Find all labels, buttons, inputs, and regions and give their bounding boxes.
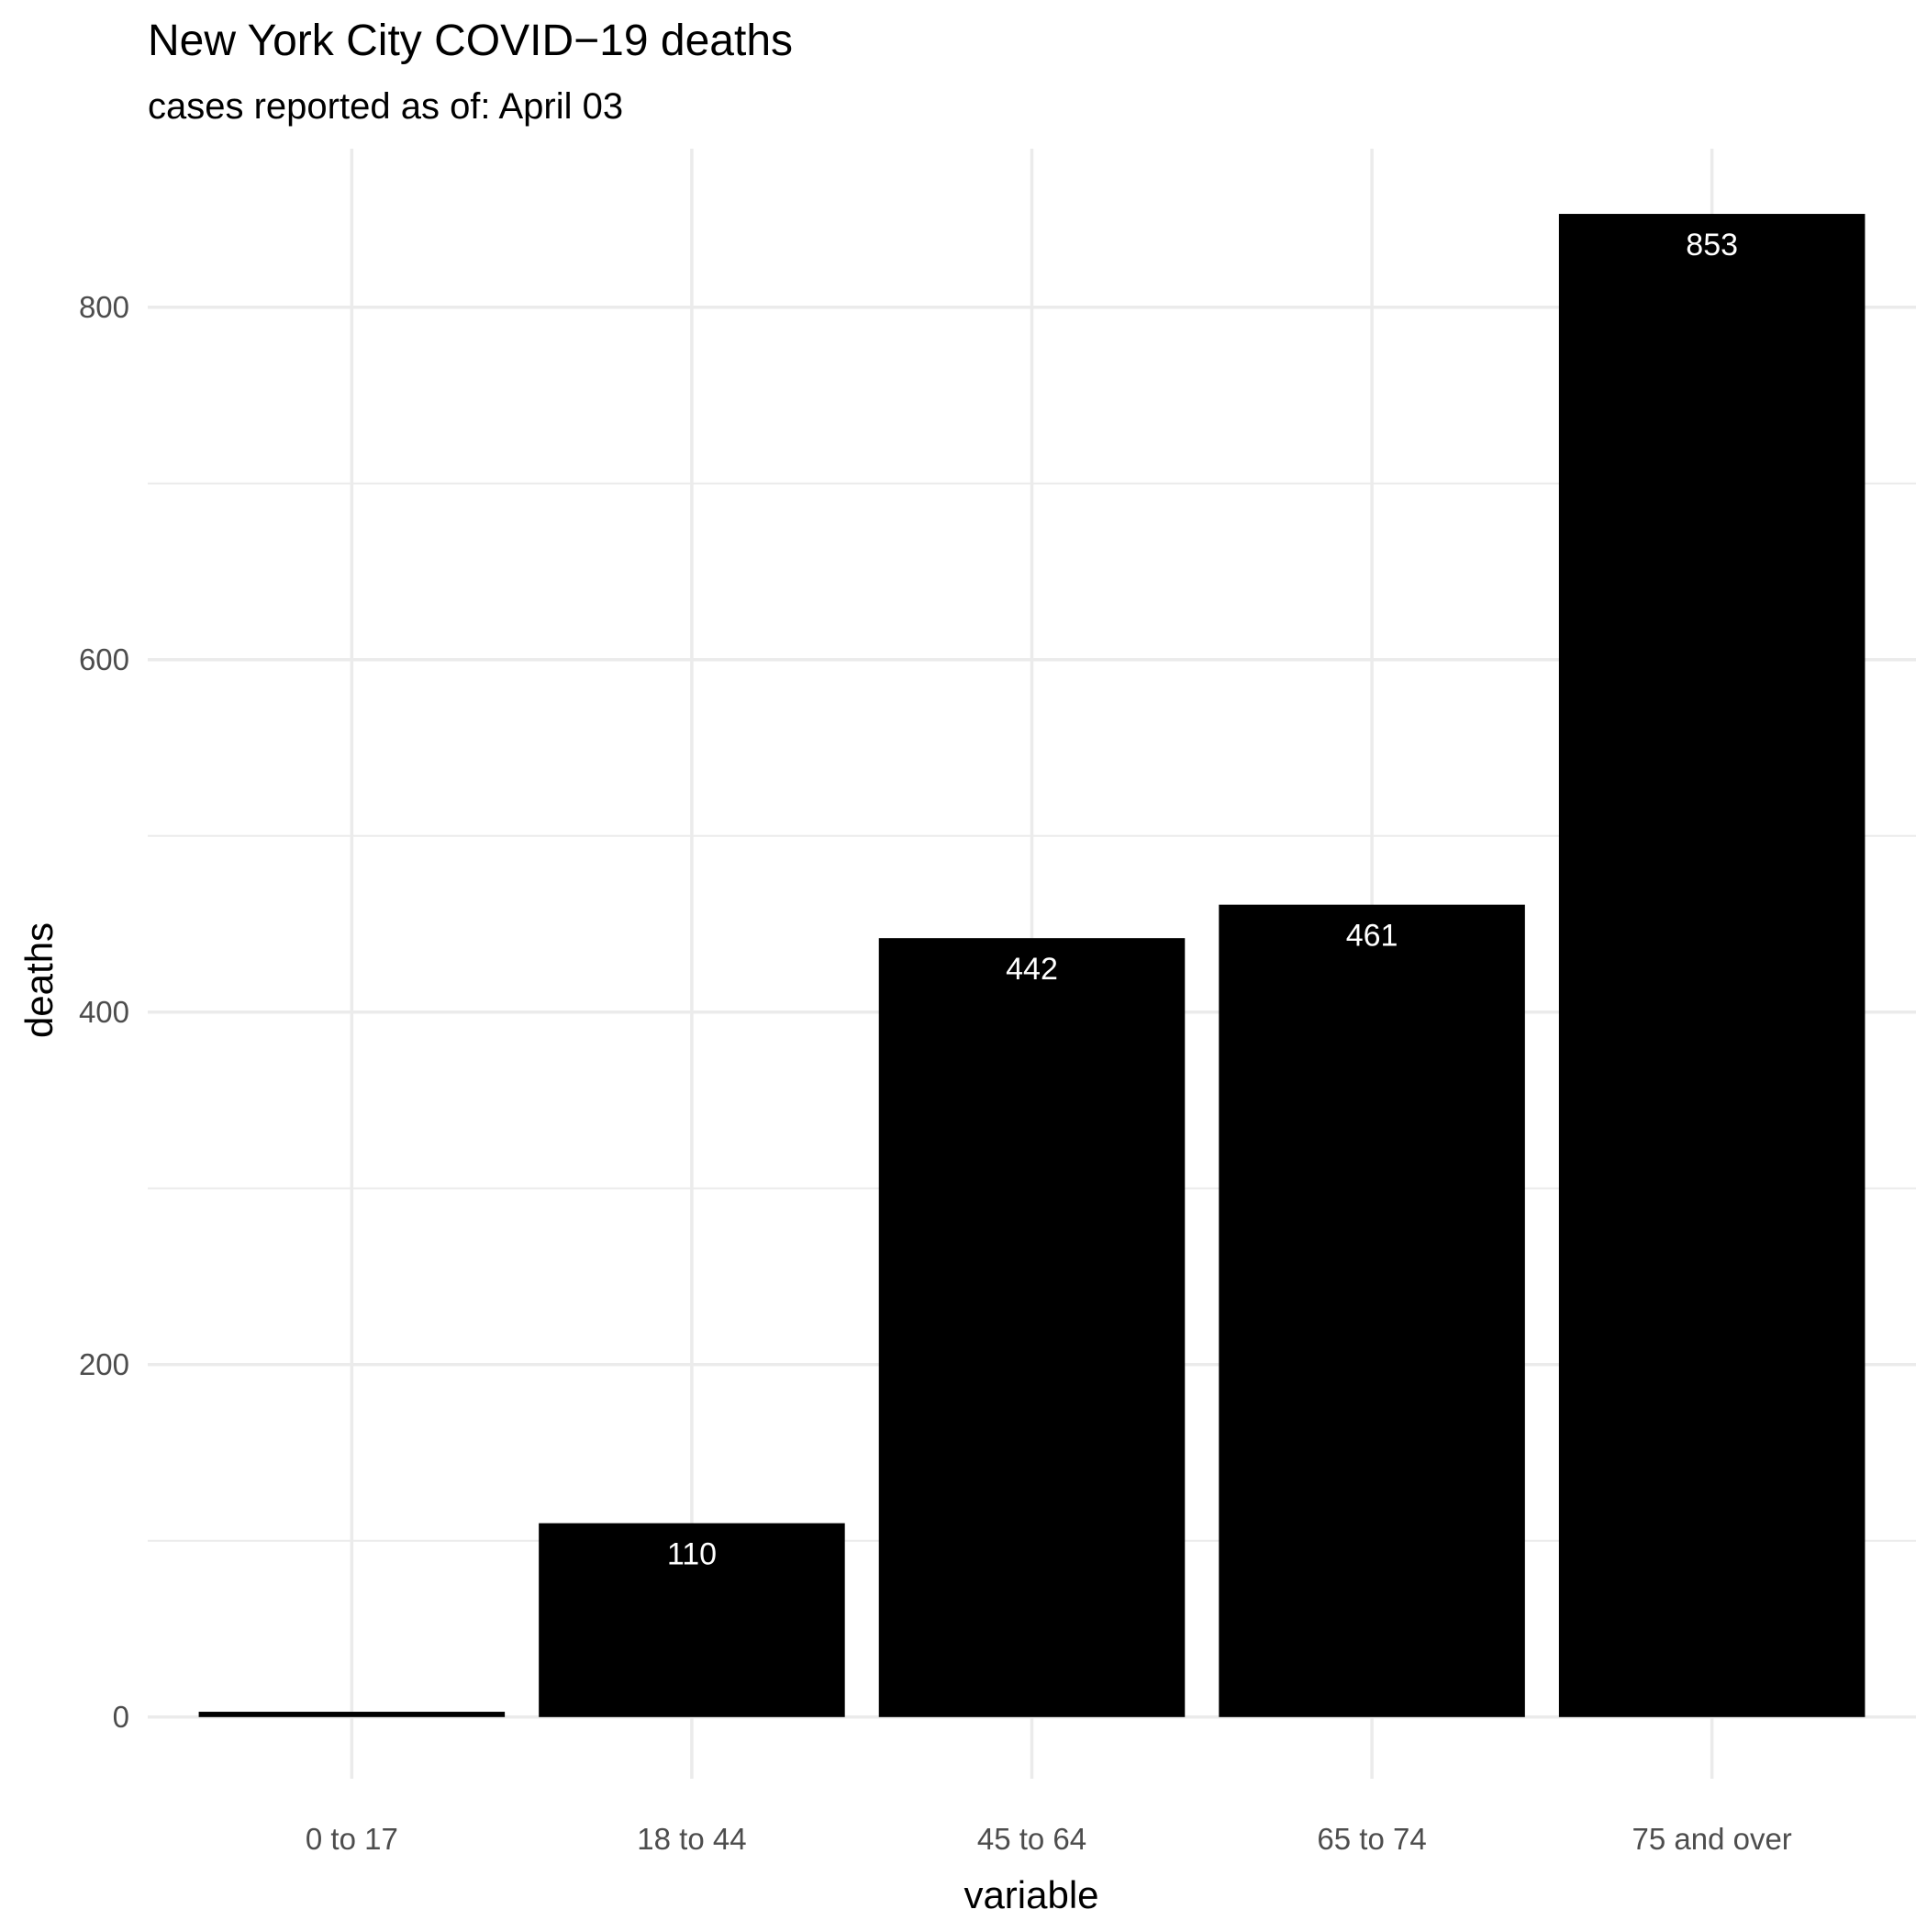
bar-data-label: 853 [1686, 228, 1738, 262]
bar-labels: 110 442 461 853 [667, 228, 1738, 1572]
bar-data-label: 461 [1346, 919, 1398, 954]
y-tick-label: 0 [113, 1700, 129, 1734]
x-tick-label: 75 and over [1632, 1822, 1791, 1856]
chart-title: New York City COVID−19 deaths [148, 17, 793, 65]
bar-data-label: 442 [1006, 952, 1058, 987]
bars [198, 214, 1866, 1717]
bar [878, 938, 1186, 1717]
x-axis-label: variable [964, 1873, 1098, 1916]
y-tick-label: 200 [79, 1347, 129, 1381]
x-tick-label: 65 to 74 [1317, 1822, 1426, 1856]
y-axis-ticks: 0 200 400 600 800 [79, 290, 129, 1734]
y-axis-label: deaths [17, 922, 61, 1038]
bar [198, 1712, 506, 1717]
bar [1558, 214, 1866, 1717]
y-tick-label: 400 [79, 995, 129, 1029]
bar [539, 1523, 845, 1717]
y-tick-label: 600 [79, 642, 129, 676]
x-tick-label: 0 to 17 [306, 1822, 398, 1856]
x-tick-label: 18 to 44 [637, 1822, 746, 1856]
bar-data-label: 110 [667, 1537, 717, 1572]
x-tick-label: 45 to 64 [977, 1822, 1086, 1856]
x-axis-ticks: 0 to 17 18 to 44 45 to 64 65 to 74 75 and ov… [306, 1822, 1792, 1856]
bar [1219, 904, 1525, 1717]
chart-subtitle: cases reported as of: April 03 [148, 86, 623, 127]
y-tick-label: 800 [79, 290, 129, 324]
